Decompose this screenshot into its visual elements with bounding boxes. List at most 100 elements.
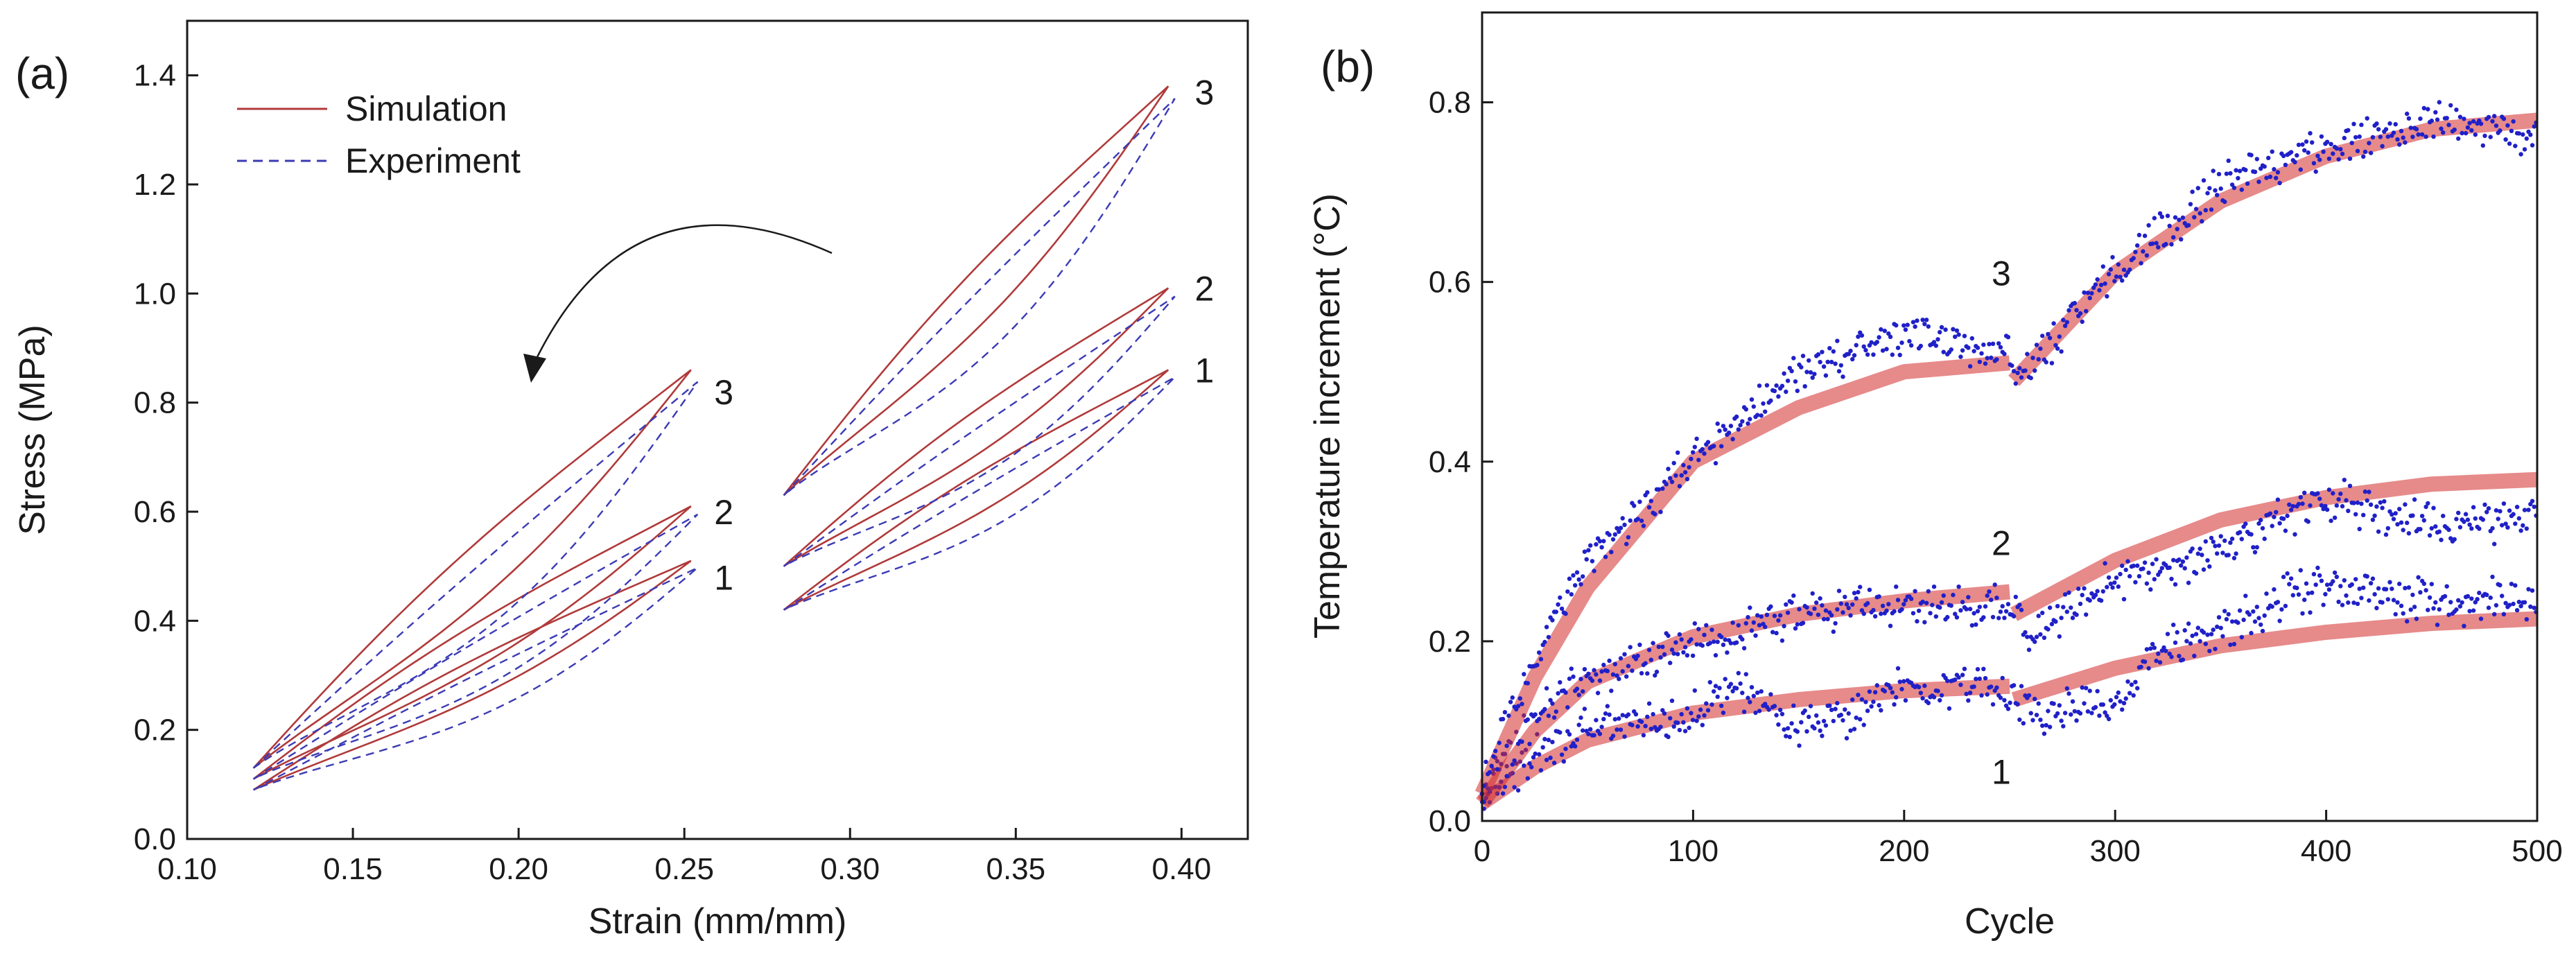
data-point [1895,345,1901,350]
data-point [2098,282,2104,288]
data-point [2177,654,2182,659]
data-point [1592,733,1596,738]
data-point [2401,528,2405,532]
data-point [1721,642,1726,648]
data-point [2042,731,2047,736]
data-point [2460,600,2464,605]
data-point [2247,612,2252,617]
data-point [1637,642,1642,648]
data-point [1911,611,1916,616]
data-point [2218,186,2223,191]
data-point [2184,555,2189,560]
data-point [2490,574,2495,580]
data-point [2127,691,2132,695]
data-point [1696,458,1701,462]
data-point [2200,553,2204,557]
data-point [1998,345,2003,349]
data-point [1838,601,1843,606]
data-point [1975,345,1981,350]
data-point [2426,107,2430,112]
data-point [2190,546,2195,551]
data-point [1804,729,1809,734]
data-point [2231,185,2237,191]
data-point [1994,357,1999,362]
x-tick-label: 300 [2089,834,2140,868]
data-point [2507,508,2512,513]
panel-b-curve-labels: 3 2 1 [1992,254,2011,792]
data-point [1603,555,1608,560]
data-point [1956,584,1961,589]
data-point [2180,215,2186,220]
data-point [1624,674,1629,679]
data-point [1692,688,1697,693]
data-point [1558,595,1563,600]
data-point [1933,343,1938,348]
data-point [2207,564,2212,569]
data-point [2209,535,2214,541]
data-point [2226,158,2231,163]
data-point [1581,689,1585,694]
data-point [2025,352,2030,356]
data-point [2165,214,2170,218]
data-point [2412,497,2417,502]
data-point [1789,600,1794,605]
data-point [1871,700,1876,704]
data-point [2365,116,2369,121]
data-point [2097,713,2102,718]
panel-a-x-axis-title: Strain (mm/mm) [589,901,847,942]
data-point [1533,751,1538,756]
data-point [2334,574,2339,580]
data-point [2385,134,2390,139]
data-point [1812,726,1817,731]
data-point [1749,685,1755,690]
data-point [1630,668,1635,673]
data-point [1821,718,1827,724]
data-point [1974,677,1978,682]
data-point [1757,623,1762,627]
data-point [1772,388,1777,394]
data-point [1833,361,1838,366]
data-point [1542,736,1547,742]
data-point [2437,529,2442,534]
data-point [1662,711,1667,716]
data-point [1702,632,1707,637]
data-point [2383,532,2389,537]
data-point [2387,121,2392,126]
data-point [1622,652,1627,657]
data-point [1903,327,1908,332]
data-point [1671,651,1676,656]
data-point [2344,498,2349,503]
data-point [2254,157,2259,162]
data-point [1676,450,1680,455]
data-point [1741,709,1747,714]
data-point [2403,140,2408,145]
data-point [2129,682,2134,687]
data-point [1874,340,1879,345]
data-point [2251,545,2256,550]
data-point [2216,615,2222,620]
data-point [2262,613,2267,618]
data-point [2198,639,2202,643]
data-point [2005,335,2011,340]
data-point [1565,589,1570,594]
data-point [1743,672,1748,677]
data-point [2135,243,2140,248]
data-point [1755,690,1760,695]
data-point [1763,409,1768,414]
x-tick-label: 500 [2512,834,2562,868]
data-point [2446,612,2451,617]
data-point [2524,526,2529,531]
data-point [1972,611,1976,616]
data-point [1810,375,1815,380]
data-point [1506,713,1511,718]
data-point [2097,288,2102,293]
data-point [1812,606,1817,611]
data-point [1949,603,1953,608]
data-point [1882,329,1887,334]
data-point [1741,646,1747,651]
data-point [2209,207,2214,212]
data-point [1687,465,1691,470]
data-point [2195,625,2200,630]
data-point [1776,722,1781,727]
data-point [2281,574,2286,580]
